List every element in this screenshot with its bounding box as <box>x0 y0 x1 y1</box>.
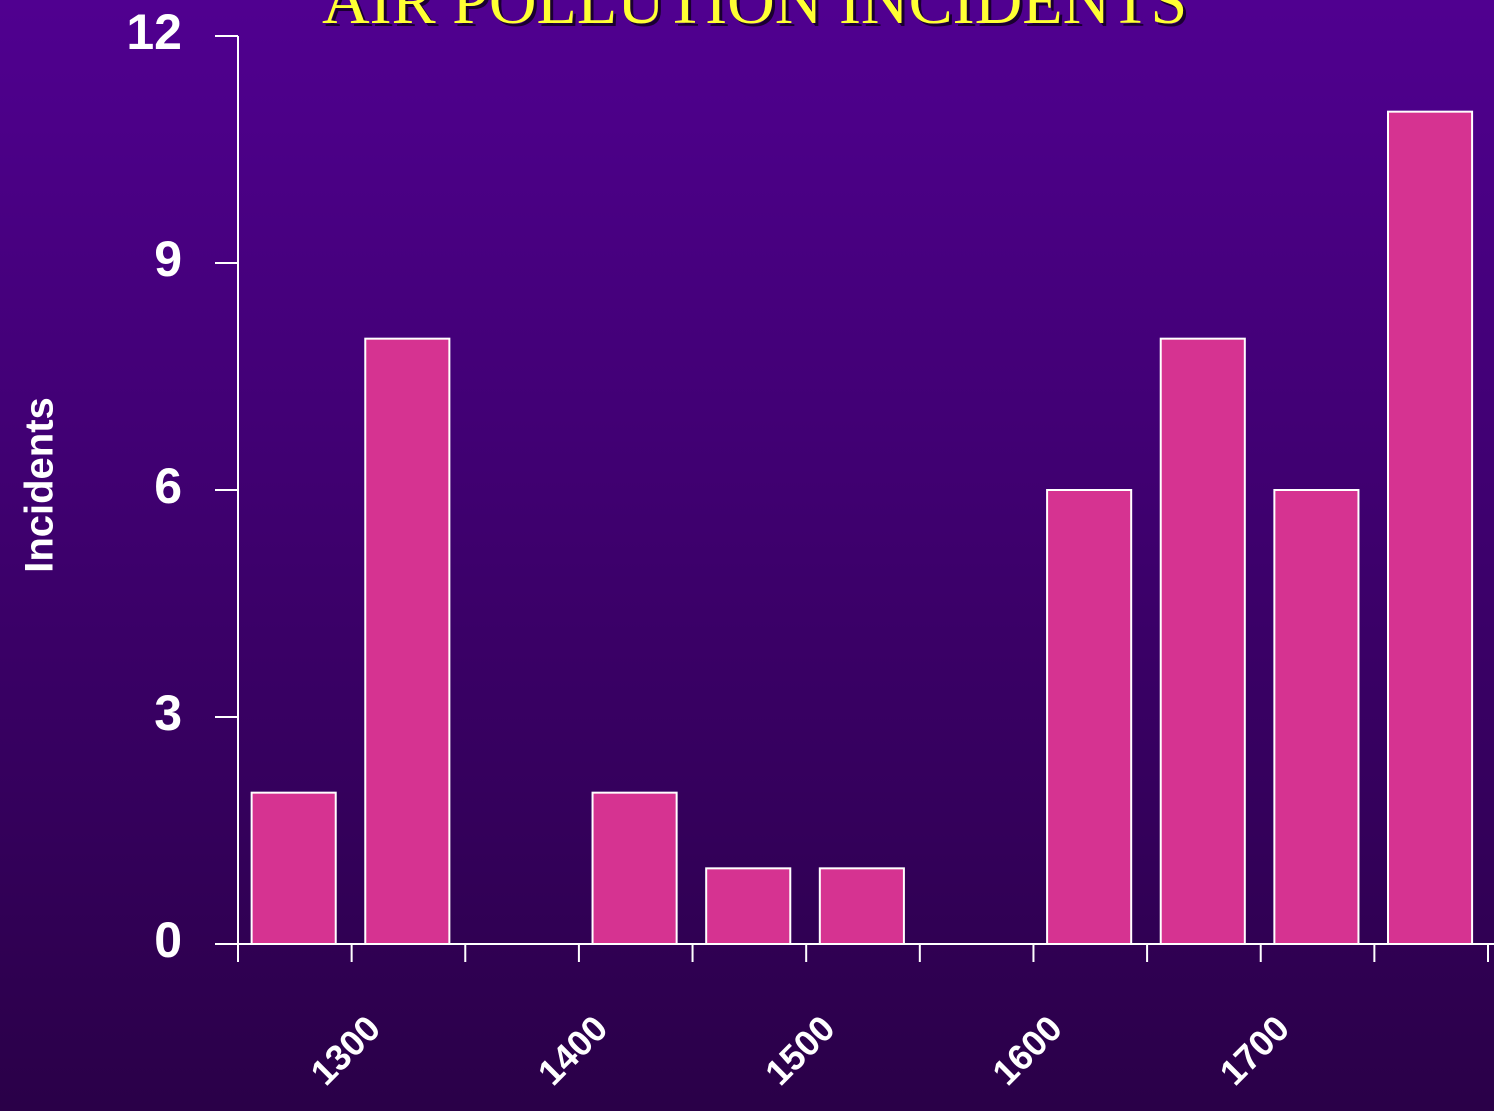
y-tick-label: 3 <box>154 685 182 741</box>
bar <box>1046 489 1133 945</box>
y-tick-label: 6 <box>154 458 182 514</box>
bar <box>705 867 792 945</box>
bar <box>1387 110 1474 945</box>
chart-title-shadow: AIR POLLUTION INCIDENTS <box>325 0 1190 41</box>
y-tick-label: 9 <box>154 231 182 287</box>
y-axis-label: Incidents <box>18 397 62 573</box>
bar <box>1273 489 1360 945</box>
y-tick-label: 12 <box>126 4 182 60</box>
bar <box>818 867 905 945</box>
bar <box>591 791 678 946</box>
bar <box>250 791 337 946</box>
y-tick-label: 0 <box>154 912 182 968</box>
bar <box>364 337 451 945</box>
chart-title: AIR POLLUTION INCIDENTS <box>322 0 1187 38</box>
bar <box>1159 337 1246 945</box>
